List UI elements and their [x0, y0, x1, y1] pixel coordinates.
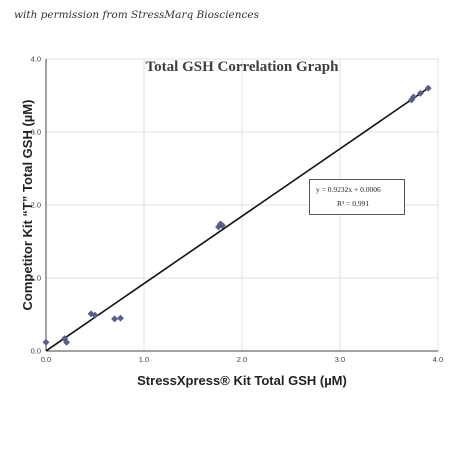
regression-equation: y = 0.9232x + 0.0006 [316, 185, 381, 194]
x-tick-label: 0.0 [41, 355, 51, 364]
data-point [63, 338, 71, 346]
data-point [410, 93, 417, 101]
x-tick-label: 4.0 [433, 355, 443, 364]
x-tick-label: 2.0 [237, 355, 247, 364]
x-tick-label: 3.0 [335, 355, 345, 364]
y-tick-label: 4.0 [31, 55, 41, 64]
axes [45, 59, 438, 352]
r-squared-value: R² = 0.991 [337, 199, 370, 208]
data-point [416, 89, 424, 97]
data-point [91, 311, 99, 319]
equation-box: y = 0.9232x + 0.0006 R² = 0.991 [309, 179, 405, 215]
x-tick-label: 1.0 [139, 355, 149, 364]
trendline [45, 86, 431, 352]
chart-title: Total GSH Correlation Graph [145, 59, 339, 75]
y-tick-label: 3.0 [31, 128, 41, 137]
x-tick-labels: 0.0 1.0 2.0 3.0 4.0 [41, 355, 443, 364]
y-tick-label: 1.0 [31, 274, 41, 283]
data-point [218, 221, 226, 229]
data-point [42, 338, 50, 346]
y-tick-labels: 0.0 1.0 2.0 3.0 4.0 [31, 55, 41, 356]
data-points [42, 84, 432, 346]
permission-credit: with permission from StressMarq Bioscien… [14, 9, 260, 21]
trendline-layer [45, 86, 431, 352]
data-point [424, 84, 432, 92]
y-tick-label: 0.0 [31, 347, 41, 356]
y-tick-label: 2.0 [31, 201, 41, 210]
data-point [111, 315, 119, 323]
y-axis-label: Competitor Kit “T” Total GSH (µM) [20, 99, 35, 311]
data-point [116, 314, 124, 322]
x-axis-label: StressXpress® Kit Total GSH (µM) [137, 373, 347, 388]
